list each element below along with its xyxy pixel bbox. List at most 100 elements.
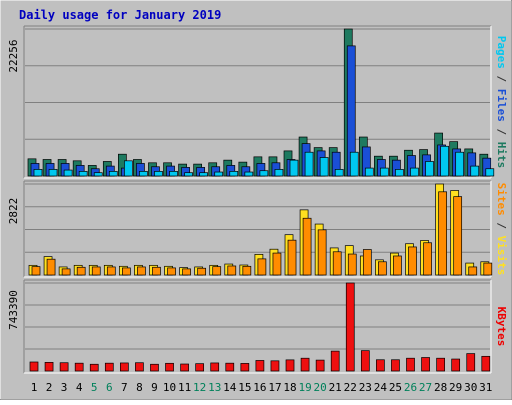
bar-pages-day-3 xyxy=(63,169,73,177)
bar-sites-day-15 xyxy=(242,265,252,276)
bar-kbytes-day-4 xyxy=(74,362,84,372)
bar-kbytes-day-20 xyxy=(315,359,325,372)
bar-kbytes-day-13 xyxy=(210,362,220,372)
bar-pages-day-23 xyxy=(364,167,374,177)
bar-kbytes-day-24 xyxy=(376,359,385,372)
x-tick-label: 25 xyxy=(389,381,402,394)
x-tick-label: 19 xyxy=(298,381,311,394)
bar-pages-day-20 xyxy=(319,157,329,177)
bar-pages-day-21 xyxy=(334,169,344,177)
bar-kbytes-day-8 xyxy=(135,362,144,372)
x-tick-label: 16 xyxy=(253,381,266,394)
bar-sites-day-24 xyxy=(378,261,387,276)
bar-sites-day-29 xyxy=(453,196,463,276)
x-tick-label: 27 xyxy=(419,381,432,394)
x-tick-label: 13 xyxy=(208,381,221,394)
panel-legend: KBytes xyxy=(495,307,508,347)
x-tick-label: 14 xyxy=(223,381,237,394)
bar-pages-day-24 xyxy=(380,167,389,177)
panel-max-label: 743390 xyxy=(7,290,20,330)
panel-legend: Pages / Files / Hits xyxy=(495,36,508,169)
bar-kbytes-day-14 xyxy=(225,362,235,372)
bar-sites-day-2 xyxy=(46,258,56,276)
x-tick-label: 6 xyxy=(106,381,113,394)
bar-pages-day-15 xyxy=(244,171,254,177)
bar-pages-day-5 xyxy=(93,172,103,177)
bar-sites-day-5 xyxy=(91,266,101,276)
series-pages xyxy=(33,145,495,177)
bar-kbytes-day-1 xyxy=(29,361,39,372)
bar-sites-day-10 xyxy=(167,267,176,276)
bar-pages-day-17 xyxy=(274,169,284,177)
bar-kbytes-day-3 xyxy=(59,362,69,372)
x-tick-label: 15 xyxy=(238,381,251,394)
legend-entry: / xyxy=(495,216,508,236)
bar-kbytes-day-7 xyxy=(120,362,129,372)
x-tick-label: 18 xyxy=(283,381,296,394)
bar-pages-day-13 xyxy=(214,171,224,177)
bar-kbytes-day-22 xyxy=(345,282,355,372)
legend-entry: / xyxy=(495,69,508,89)
bar-pages-day-4 xyxy=(78,171,88,177)
bar-sites-day-7 xyxy=(122,267,131,276)
bar-kbytes-day-12 xyxy=(195,363,205,372)
panel-max-label: 2822 xyxy=(7,198,20,225)
bar-sites-day-11 xyxy=(182,268,191,276)
x-tick-label: 29 xyxy=(449,381,462,394)
x-tick-label: 11 xyxy=(178,381,191,394)
bar-pages-day-12 xyxy=(199,172,209,177)
legend-entry: Pages xyxy=(495,36,508,69)
panel-visits-sites: 2822 Sites / Visits xyxy=(7,180,508,278)
bar-sites-day-6 xyxy=(106,266,116,276)
bar-kbytes-day-2 xyxy=(44,362,54,372)
bar-sites-day-31 xyxy=(483,262,493,276)
bar-kbytes-day-28 xyxy=(436,357,445,372)
bar-pages-day-11 xyxy=(184,172,193,177)
x-tick-label: 10 xyxy=(163,381,176,394)
bar-pages-day-19 xyxy=(304,151,314,177)
bar-sites-day-30 xyxy=(468,266,478,276)
bar-kbytes-day-10 xyxy=(165,362,174,372)
bar-sites-day-27 xyxy=(423,242,432,276)
bar-pages-day-31 xyxy=(485,168,495,177)
bar-kbytes-day-29 xyxy=(451,358,461,372)
x-tick-label: 31 xyxy=(479,381,492,394)
series-kbytes xyxy=(29,282,491,372)
bar-kbytes-day-19 xyxy=(300,357,310,372)
x-tick-label: 30 xyxy=(464,381,477,394)
panel-hits-files-pages: 22256 Pages / Files / Hits xyxy=(7,25,508,179)
bar-pages-day-27 xyxy=(425,161,434,177)
bar-kbytes-day-18 xyxy=(285,359,295,372)
bar-kbytes-day-16 xyxy=(255,360,265,372)
x-tick-label: 4 xyxy=(76,381,83,394)
x-tick-label: 2 xyxy=(46,381,53,394)
x-tick-label: 5 xyxy=(91,381,98,394)
bar-pages-day-16 xyxy=(259,170,269,177)
bar-kbytes-day-30 xyxy=(466,353,476,372)
bar-kbytes-day-5 xyxy=(89,363,99,372)
x-tick-label: 23 xyxy=(359,381,372,394)
bar-kbytes-day-9 xyxy=(150,363,159,372)
bar-pages-day-29 xyxy=(455,151,465,177)
legend-entry: Visits xyxy=(495,236,508,276)
bar-sites-day-19 xyxy=(302,217,312,276)
bar-sites-day-13 xyxy=(212,266,222,276)
bar-kbytes-day-27 xyxy=(421,357,430,372)
legend-entry: Sites xyxy=(495,183,508,216)
legend-entry: Files xyxy=(495,89,508,122)
bar-pages-day-30 xyxy=(470,165,480,177)
bar-pages-day-7 xyxy=(124,160,133,177)
bar-kbytes-day-21 xyxy=(330,350,340,372)
x-tick-label: 7 xyxy=(121,381,128,394)
panel-kbytes: 743390 KBytes xyxy=(7,279,508,374)
bar-pages-day-8 xyxy=(139,171,148,177)
legend-entry: KBytes xyxy=(495,307,508,347)
bar-sites-day-8 xyxy=(137,266,146,276)
bar-sites-day-16 xyxy=(257,258,267,276)
legend-entry: / xyxy=(495,122,508,142)
bar-kbytes-day-11 xyxy=(180,363,189,372)
chart-panels: 22256 Pages / Files / Hits 2822 Sites / Vis… xyxy=(7,25,508,374)
bar-sites-day-3 xyxy=(61,268,71,276)
bar-sites-day-22 xyxy=(347,253,357,276)
bar-sites-day-20 xyxy=(317,229,327,276)
